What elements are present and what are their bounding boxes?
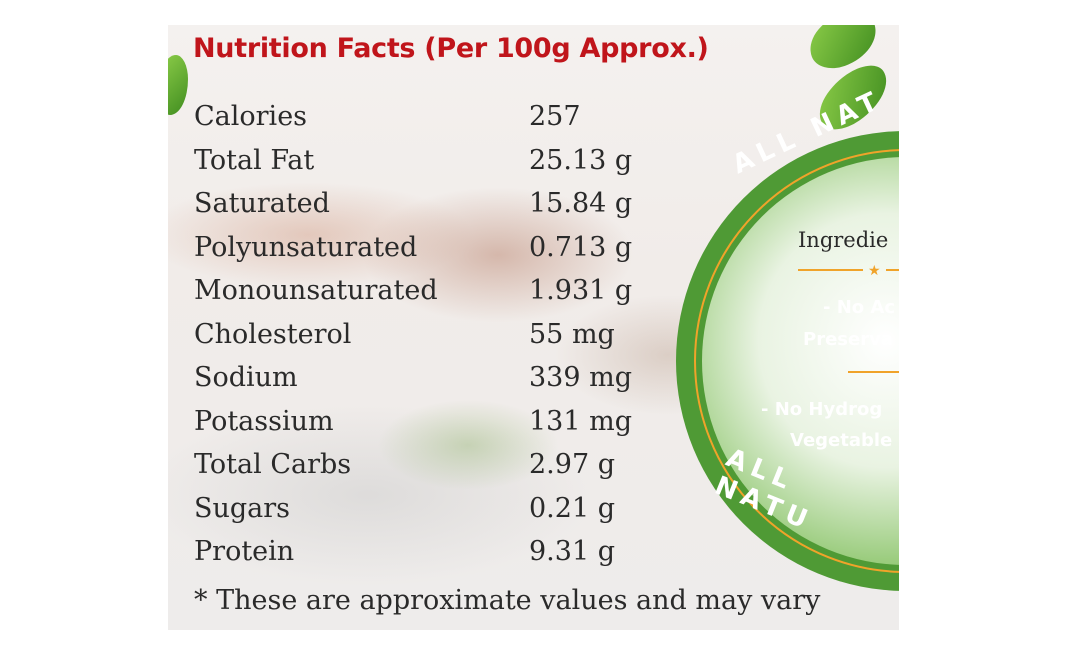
nutrient-label: Potassium: [194, 405, 334, 437]
nutrient-value: 339 mg: [529, 362, 633, 393]
nutrient-value: 2.97 g: [529, 449, 615, 480]
badge-separator-middle: [848, 371, 899, 373]
footnote: * These are approximate values and may v…: [194, 585, 821, 616]
nutrient-label: Cholesterol: [194, 318, 352, 350]
nutrient-value: 257: [529, 101, 581, 132]
star-icon: ★: [868, 263, 881, 279]
nutrient-value: 55 mg: [529, 318, 615, 350]
nutrient-label: Protein: [194, 536, 295, 567]
nutrient-label: Calories: [194, 101, 308, 132]
nutrient-label: Total Fat: [194, 144, 315, 176]
nutrition-panel: ALL NAT ALL NATU Ingredie ★ - No Ac Pres…: [168, 25, 899, 630]
nutrient-label: Sugars: [194, 492, 291, 524]
herb-leaf-left: [168, 55, 188, 115]
nutrient-value: 9.31 g: [529, 536, 615, 567]
nutrition-title: Nutrition Facts (Per 100g Approx.): [193, 33, 709, 64]
claim-preservatives-line2: Preserva: [803, 329, 893, 350]
badge-separator-right: [886, 269, 899, 271]
nutrient-value: 15.84 g: [529, 188, 633, 219]
nutrient-label: Sodium: [194, 362, 298, 393]
nutrient-value: 0.21 g: [529, 492, 615, 524]
ingredients-heading: Ingredie: [798, 228, 889, 252]
nutrient-value: 131 mg: [529, 405, 633, 437]
claim-hydrogenated-line2: Vegetable: [790, 430, 893, 451]
nutrient-label: Polyunsaturated: [194, 231, 418, 263]
nutrient-label: Saturated: [194, 188, 330, 219]
claim-preservatives-line1: - No Ac: [823, 297, 896, 318]
nutrient-label: Total Carbs: [194, 449, 352, 480]
nutrient-label: Monounsaturated: [194, 275, 438, 306]
nutrient-value: 1.931 g: [529, 275, 633, 306]
claim-hydrogenated-line1: - No Hydrog: [761, 399, 883, 420]
nutrient-value: 0.713 g: [529, 231, 633, 263]
nutrient-value: 25.13 g: [529, 144, 633, 176]
badge-separator-top: [798, 269, 863, 271]
